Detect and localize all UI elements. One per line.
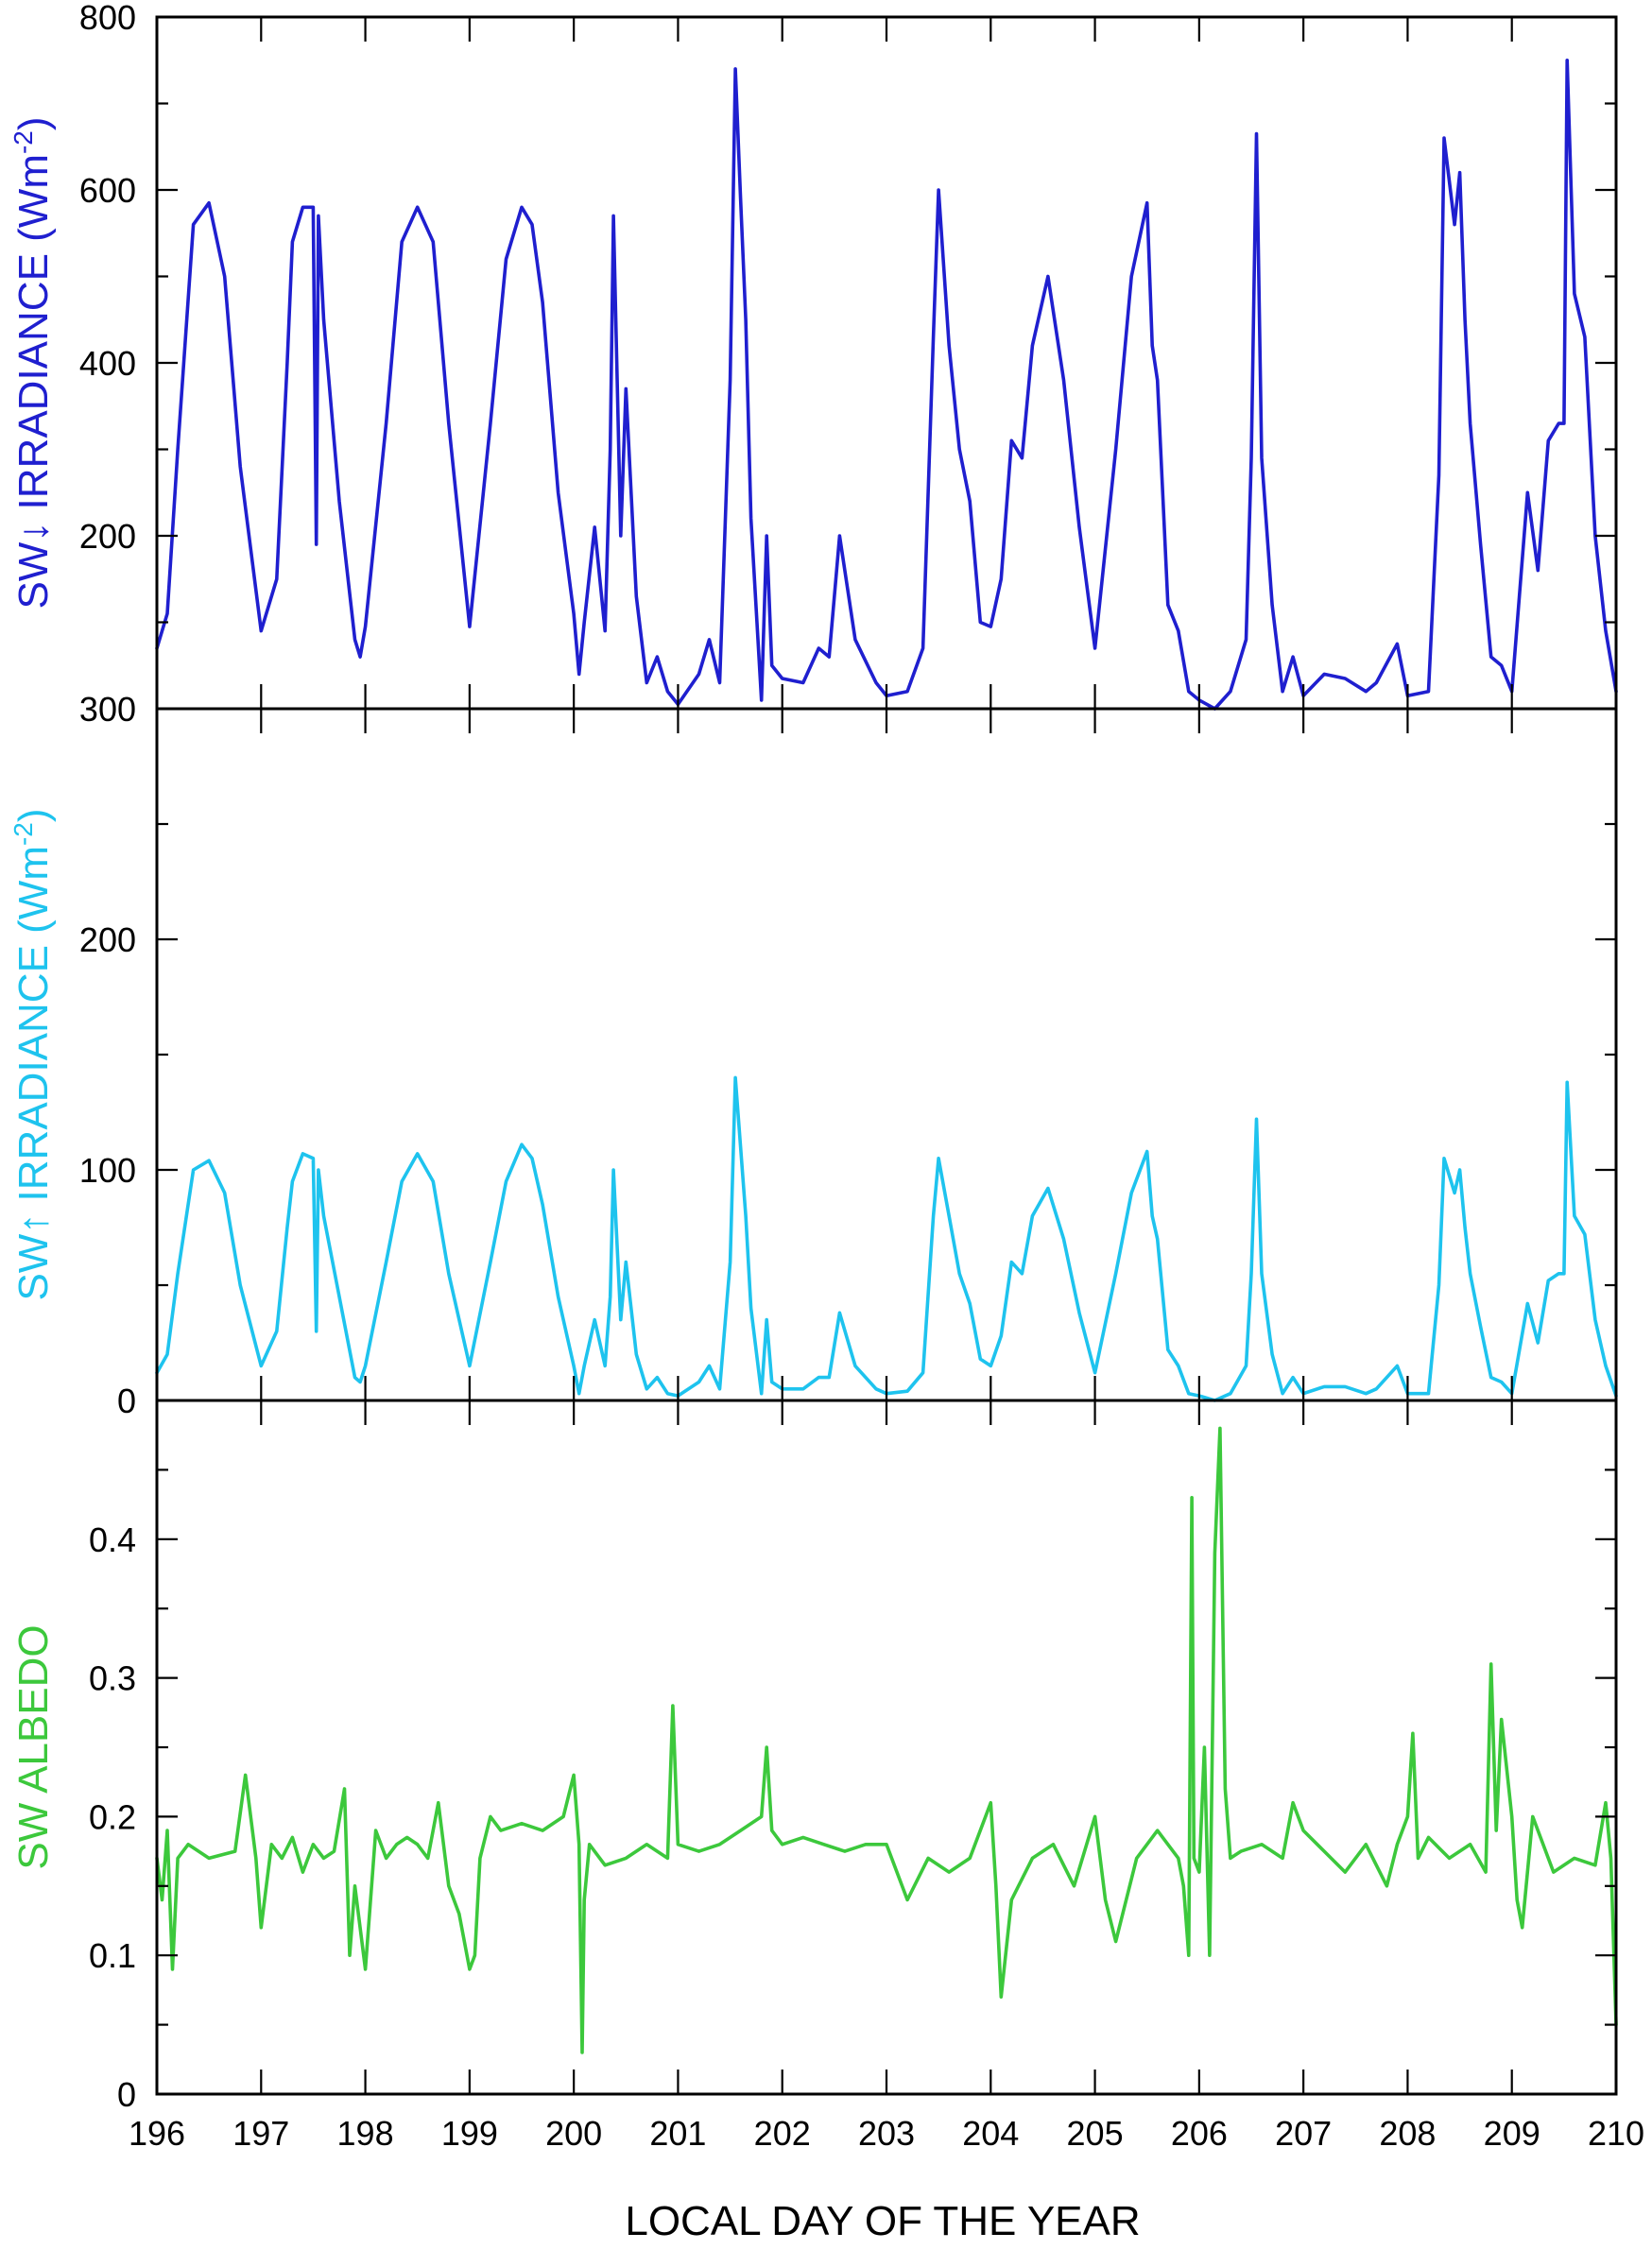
y-tick-label: 300 xyxy=(79,690,136,729)
x-tick-label: 199 xyxy=(441,2114,498,2153)
x-tick-label: 200 xyxy=(545,2114,602,2153)
x-tick-label: 207 xyxy=(1275,2114,1332,2153)
ticks-3 xyxy=(155,1399,1618,2096)
y-axis-label-2: SW↑ IRRADIANCE (Wm-2) xyxy=(9,808,57,1300)
panel-2: 0 100 200 SW↑ IRRADIANCE (Wm-2) xyxy=(9,707,1618,1420)
x-tick-label: 198 xyxy=(337,2114,394,2153)
y-axis-label-1: SW↓ IRRADIANCE (Wm-2) xyxy=(9,116,57,609)
x-tick-label: 209 xyxy=(1484,2114,1540,2153)
x-tick-label: 206 xyxy=(1171,2114,1228,2153)
x-axis-label: LOCAL DAY OF THE YEAR xyxy=(625,2198,1140,2244)
y-tick-label: 600 xyxy=(79,171,136,210)
y-tick-label: 0.2 xyxy=(89,1797,136,1836)
panels: 300 200 400 600 800 SW↓ IRRADIANCE (Wm-2) 0 100… xyxy=(9,0,1644,2153)
x-tick-label: 202 xyxy=(754,2114,811,2153)
y-tick-label: 800 xyxy=(79,0,136,37)
plot-frame-1 xyxy=(155,15,1618,711)
x-tick-label: 208 xyxy=(1379,2114,1436,2153)
y-axis-label-3: SW ALBEDO xyxy=(10,1624,57,1869)
x-tick-label: 201 xyxy=(649,2114,706,2153)
x-tick-label: 204 xyxy=(962,2114,1019,2153)
panel-1: 300 200 400 600 800 SW↓ IRRADIANCE (Wm-2) xyxy=(9,0,1618,729)
y-tick-label: 0 xyxy=(117,1382,136,1420)
panel-3: 0 0.1 0.2 0.3 0.4 196 197 198 199 200 201 202 203 204… xyxy=(10,1399,1644,2153)
series-line-1-1 xyxy=(155,59,1618,711)
x-tick-label: 203 xyxy=(858,2114,915,2153)
ticks-2 xyxy=(155,707,1618,1402)
ticks-1 xyxy=(155,15,1618,711)
x-tick-label: 210 xyxy=(1588,2114,1644,2153)
y-tick-label: 200 xyxy=(79,517,136,556)
x-tick-label: 196 xyxy=(129,2114,185,2153)
plot-frame-3 xyxy=(155,1399,1618,2096)
y-tick-label: 100 xyxy=(79,1151,136,1190)
plot-frame-2 xyxy=(155,707,1618,1402)
y-tick-label: 0.1 xyxy=(89,1936,136,1975)
x-tick-label: 197 xyxy=(232,2114,289,2153)
series-line-2-1 xyxy=(155,1075,1618,1402)
y-tick-label: 0.4 xyxy=(89,1520,136,1559)
y-tick-label: 0 xyxy=(117,2075,136,2114)
y-tick-label: 200 xyxy=(79,920,136,959)
y-tick-label: 400 xyxy=(79,344,136,383)
series-line-3-1 xyxy=(155,1426,1618,2054)
x-tick-label: 205 xyxy=(1067,2114,1124,2153)
y-tick-label: 0.3 xyxy=(89,1659,136,1698)
